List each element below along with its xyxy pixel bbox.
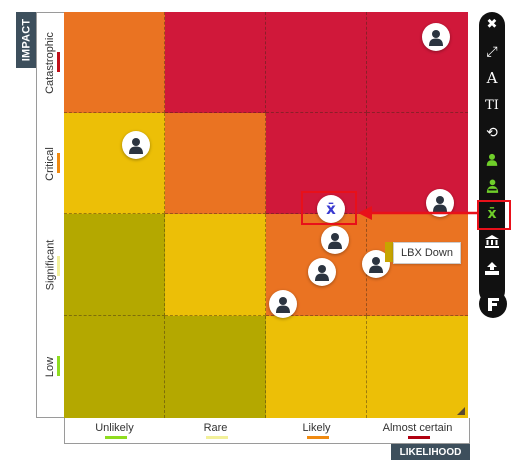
- impact-level-critical: Critical: [36, 113, 64, 214]
- impact-level-significant: Significant: [36, 214, 64, 316]
- report-button[interactable]: [479, 290, 507, 318]
- text-title-icon[interactable]: TI: [485, 97, 499, 113]
- report-icon: [487, 297, 499, 311]
- risk-marker[interactable]: [269, 290, 297, 318]
- matrix-cell[interactable]: [165, 214, 266, 316]
- user-icon-glyph: [486, 153, 498, 166]
- risk-tooltip: LBX Down: [393, 242, 461, 264]
- likelihood-axis: [64, 418, 470, 444]
- user-icon: [369, 256, 383, 273]
- matrix-cell[interactable]: [64, 113, 165, 214]
- annotation-arrow-icon: [358, 206, 478, 220]
- impact-level-low: Low: [36, 316, 64, 418]
- likelihood-axis-title: LIKELIHOOD: [391, 444, 470, 460]
- likelihood-color-unlikely: [105, 436, 127, 439]
- close-icon[interactable]: ✖: [486, 16, 498, 31]
- user-icon: [315, 264, 329, 281]
- matrix-cell[interactable]: [367, 214, 468, 316]
- matrix-cell[interactable]: [64, 214, 165, 316]
- likelihood-level-almost-certain: Almost certain: [382, 422, 453, 434]
- user-icon[interactable]: [479, 148, 505, 170]
- tooltip-color-swatch: [385, 242, 393, 262]
- matrix-cell[interactable]: [367, 316, 468, 418]
- resize-handle-icon[interactable]: [457, 407, 465, 415]
- matrix-cell[interactable]: [165, 12, 266, 113]
- user-icon: [429, 29, 443, 46]
- upload-icon[interactable]: [479, 257, 505, 279]
- user-icon: [328, 232, 342, 249]
- impact-axis-title: IMPACT: [16, 12, 36, 68]
- matrix-cell[interactable]: [266, 12, 367, 113]
- matrix-cell[interactable]: [64, 12, 165, 113]
- history-icon[interactable]: ⟲: [486, 123, 498, 140]
- user-icon: [276, 296, 290, 313]
- mean-tool-highlight: [477, 200, 511, 230]
- risk-marker[interactable]: [321, 226, 349, 254]
- matrix-cell[interactable]: [64, 316, 165, 418]
- likelihood-level-unlikely: Unlikely: [95, 422, 134, 434]
- risk-marker[interactable]: [122, 131, 150, 159]
- matrix-cell[interactable]: [367, 12, 468, 113]
- likelihood-level-likely: Likely: [302, 422, 331, 434]
- mean-icon[interactable]: x̄: [487, 206, 497, 222]
- user-icon: [129, 137, 143, 154]
- mean-symbol: x̄: [326, 200, 336, 218]
- user-group-icon[interactable]: [479, 175, 505, 197]
- risk-marker[interactable]: [422, 23, 450, 51]
- likelihood-color-likely: [307, 436, 329, 439]
- likelihood-level-rare: Rare: [203, 422, 228, 434]
- likelihood-color-almost-certain: [408, 436, 430, 439]
- upload-icon-glyph: [485, 261, 499, 275]
- impact-level-catastrophic: Catastrophic: [36, 12, 64, 113]
- impact-axis: [36, 12, 64, 418]
- bank-icon-glyph: [485, 234, 499, 248]
- matrix-cell[interactable]: [165, 316, 266, 418]
- matrix-cell[interactable]: [165, 113, 266, 214]
- user-group-icon-glyph: [486, 179, 498, 193]
- matrix-cell[interactable]: [266, 316, 367, 418]
- font-size-icon[interactable]: A: [486, 69, 498, 87]
- risk-matrix-grid: [64, 12, 468, 418]
- bank-icon[interactable]: [479, 230, 505, 252]
- matrix-cell[interactable]: [266, 113, 367, 214]
- mean-marker-highlight: [301, 191, 357, 225]
- risk-marker[interactable]: [308, 258, 336, 286]
- user-icon: [433, 195, 447, 212]
- mean-marker[interactable]: x̄: [317, 195, 345, 223]
- likelihood-color-rare: [206, 436, 228, 439]
- expand-icon[interactable]: ⤢: [486, 42, 498, 59]
